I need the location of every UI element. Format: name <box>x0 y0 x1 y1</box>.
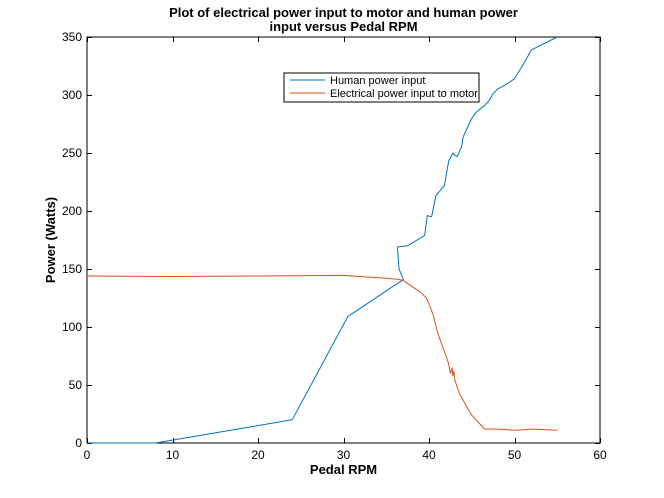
x-tick-label: 20 <box>251 448 265 462</box>
plot-area: 0 10 20 30 40 50 60 0 50 100 150 200 250 300 350 <box>62 30 607 462</box>
y-axis-label: Power (Watts) <box>43 197 58 283</box>
x-tick-label: 60 <box>593 448 607 462</box>
x-tick-label: 50 <box>508 448 522 462</box>
chart-title-line-1: Plot of electrical power input to motor … <box>169 5 518 20</box>
y-tick-label: 150 <box>62 262 82 276</box>
tick-group: 0 10 20 30 40 50 60 0 50 100 150 200 250 300 350 <box>62 30 607 462</box>
legend-box <box>283 72 480 103</box>
series-line-electrical-power <box>86 274 558 431</box>
y-tick-label: 300 <box>62 88 82 102</box>
y-tick-label: 250 <box>62 146 82 160</box>
y-tick-label: 100 <box>62 320 82 334</box>
x-tick-label: 40 <box>422 448 436 462</box>
y-tick-label: 200 <box>62 204 82 218</box>
x-tick-label: 0 <box>84 448 91 462</box>
legend-label-electrical: Electrical power input to motor <box>330 88 478 100</box>
x-axis-label: Pedal RPM <box>310 462 377 477</box>
y-tick-label: 0 <box>75 436 82 450</box>
y-tick-label: 350 <box>62 30 82 44</box>
x-tick-label: 10 <box>166 448 180 462</box>
legend-label-human: Human power input <box>330 75 425 87</box>
chart-title-line-2: input versus Pedal RPM <box>269 19 417 34</box>
series-line-human-power <box>87 36 558 444</box>
axes-box <box>86 36 601 444</box>
y-tick-label: 50 <box>69 378 83 392</box>
x-tick-label: 30 <box>337 448 351 462</box>
legend: Human power input Electrical power input… <box>283 72 480 103</box>
series-group <box>86 36 558 444</box>
